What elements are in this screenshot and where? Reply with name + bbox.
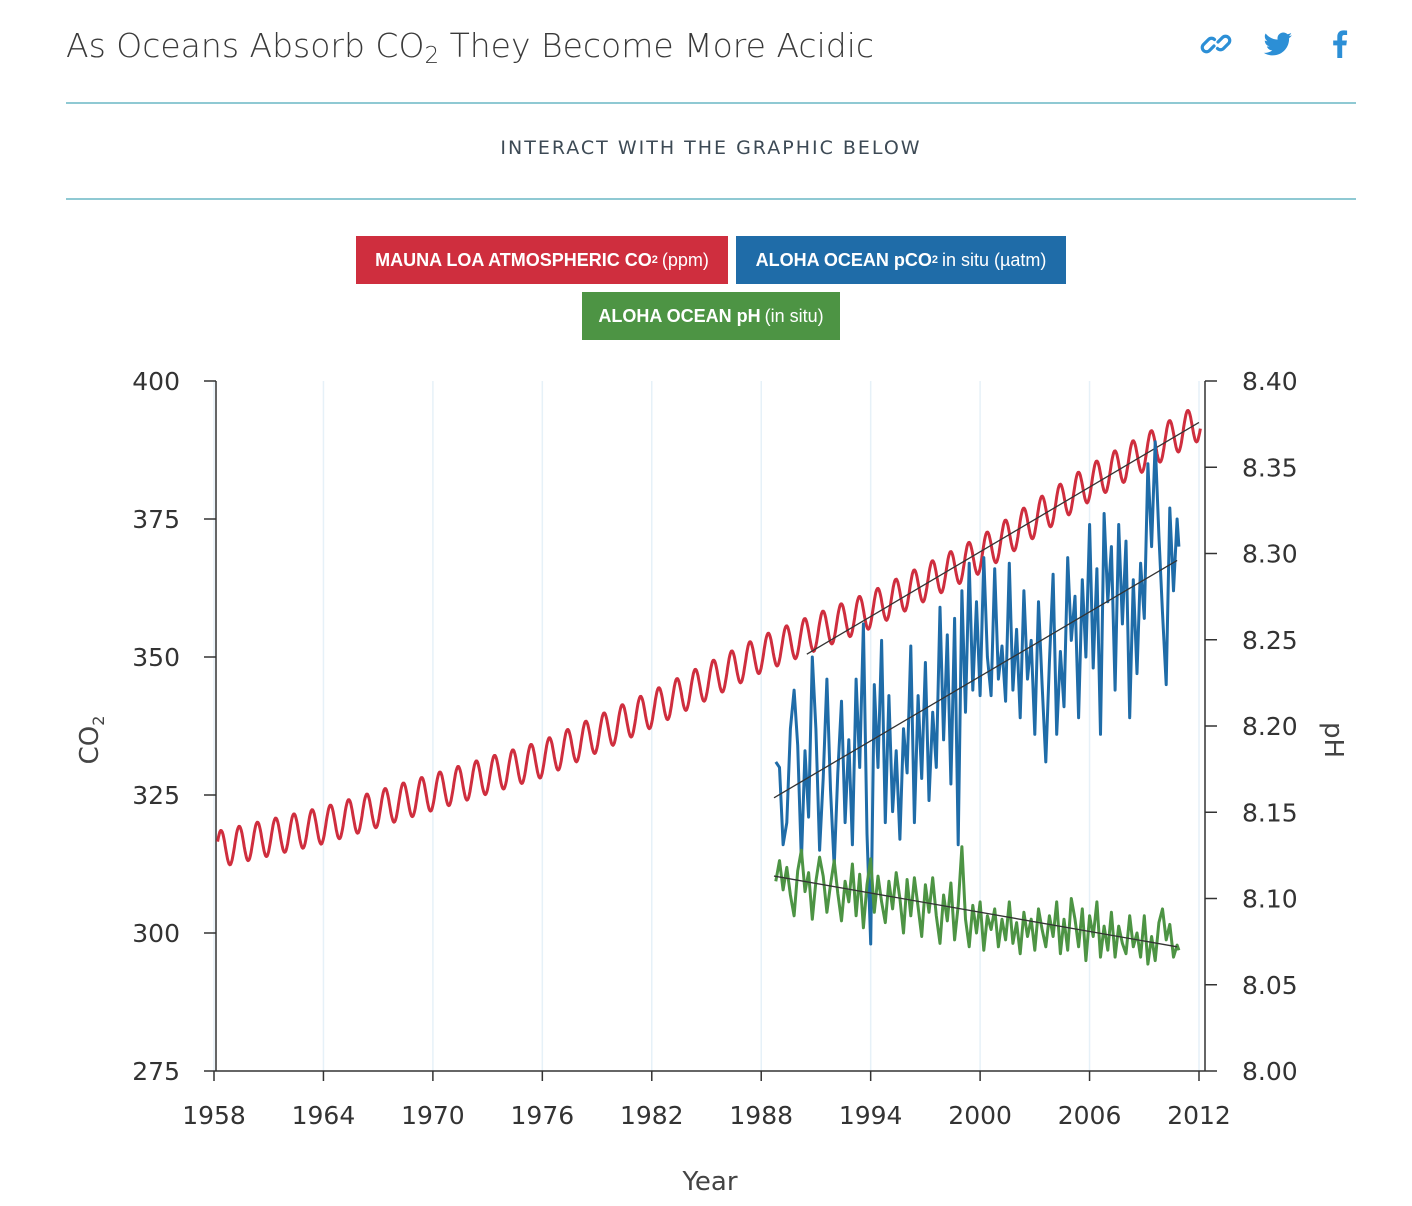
x-tick-label: 2012 — [1167, 1101, 1231, 1130]
interact-hint: INTERACT WITH THE GRAPHIC BELOW — [500, 137, 922, 159]
x-tick-label: 1988 — [729, 1101, 793, 1130]
trend-line-3 — [773, 875, 1178, 948]
y-right-tick-label: 8.35 — [1242, 453, 1298, 482]
y-right-tick-label: 8.30 — [1242, 540, 1298, 569]
toggle-mauna-loa-co2-button[interactable]: MAUNA LOA ATMOSPHERIC CO 2 (ppm) — [356, 236, 728, 284]
x-tick-label: 1964 — [292, 1101, 356, 1130]
series-line-1 — [216, 409, 1202, 867]
x-tick-label: 1982 — [620, 1101, 684, 1130]
series-line-2 — [774, 440, 1181, 946]
toggle-label: MAUNA LOA ATMOSPHERIC CO — [375, 249, 652, 270]
y-right-tick-label: 8.05 — [1242, 971, 1298, 1000]
x-tick-label: 1970 — [401, 1101, 465, 1130]
y-left-tick-label: 350 — [132, 643, 180, 672]
divider-bottom — [66, 198, 1356, 200]
x-tick-label: 1976 — [511, 1101, 575, 1130]
y-left-tick-label: 375 — [132, 505, 180, 534]
title-text: As Oceans Absorb CO — [66, 26, 425, 65]
toggle-aloha-ph-button[interactable]: ALOHA OCEAN pH (in situ) — [582, 292, 840, 340]
toggle-label-suffix: (ppm) — [661, 249, 709, 270]
y-axis-left-title: CO2 — [75, 716, 108, 765]
twitter-icon[interactable] — [1262, 28, 1294, 60]
share-links — [1200, 28, 1356, 60]
title-text-suffix: They Become More Acidic — [439, 26, 875, 65]
y-right-tick-label: 8.10 — [1242, 885, 1298, 914]
y-left-tick-label: 300 — [132, 919, 180, 948]
page-title: As Oceans Absorb CO2 They Become More Ac… — [66, 26, 875, 68]
y-left-tick-label: 325 — [132, 781, 180, 810]
x-axis-title: Year — [681, 1167, 737, 1197]
y-left-tick-label: 400 — [132, 367, 180, 396]
y-axis-right-title: pH — [1318, 722, 1348, 758]
x-tick-label: 1994 — [839, 1101, 903, 1130]
header: As Oceans Absorb CO2 They Become More Ac… — [66, 20, 1356, 80]
x-tick-label: 1958 — [182, 1101, 246, 1130]
x-tick-label: 2000 — [948, 1101, 1012, 1130]
y-right-tick-label: 8.40 — [1242, 367, 1298, 396]
x-tick-label: 2006 — [1058, 1101, 1122, 1130]
series-line-3 — [774, 845, 1181, 966]
divider-top — [66, 102, 1356, 104]
toggle-label: ALOHA OCEAN pCO — [755, 249, 932, 270]
toggle-label-suffix: (in situ) — [764, 305, 824, 326]
y-left-tick-label: 275 — [132, 1057, 180, 1086]
y-right-tick-label: 8.15 — [1242, 798, 1298, 827]
y-right-tick-label: 8.20 — [1242, 712, 1298, 741]
toggle-label-suffix: in situ (µatm) — [942, 249, 1047, 270]
trend-line-1 — [806, 421, 1200, 655]
toggle-label: ALOHA OCEAN pH — [598, 305, 761, 326]
link-icon[interactable] — [1200, 28, 1232, 60]
y-right-tick-label: 8.00 — [1242, 1057, 1298, 1086]
title-subscript: 2 — [424, 43, 440, 69]
trend-line-2 — [773, 559, 1178, 799]
toggle-aloha-pco2-button[interactable]: ALOHA OCEAN pCO 2 in situ (µatm) — [736, 236, 1066, 284]
y-right-tick-label: 8.25 — [1242, 626, 1298, 655]
facebook-icon[interactable] — [1324, 28, 1356, 60]
